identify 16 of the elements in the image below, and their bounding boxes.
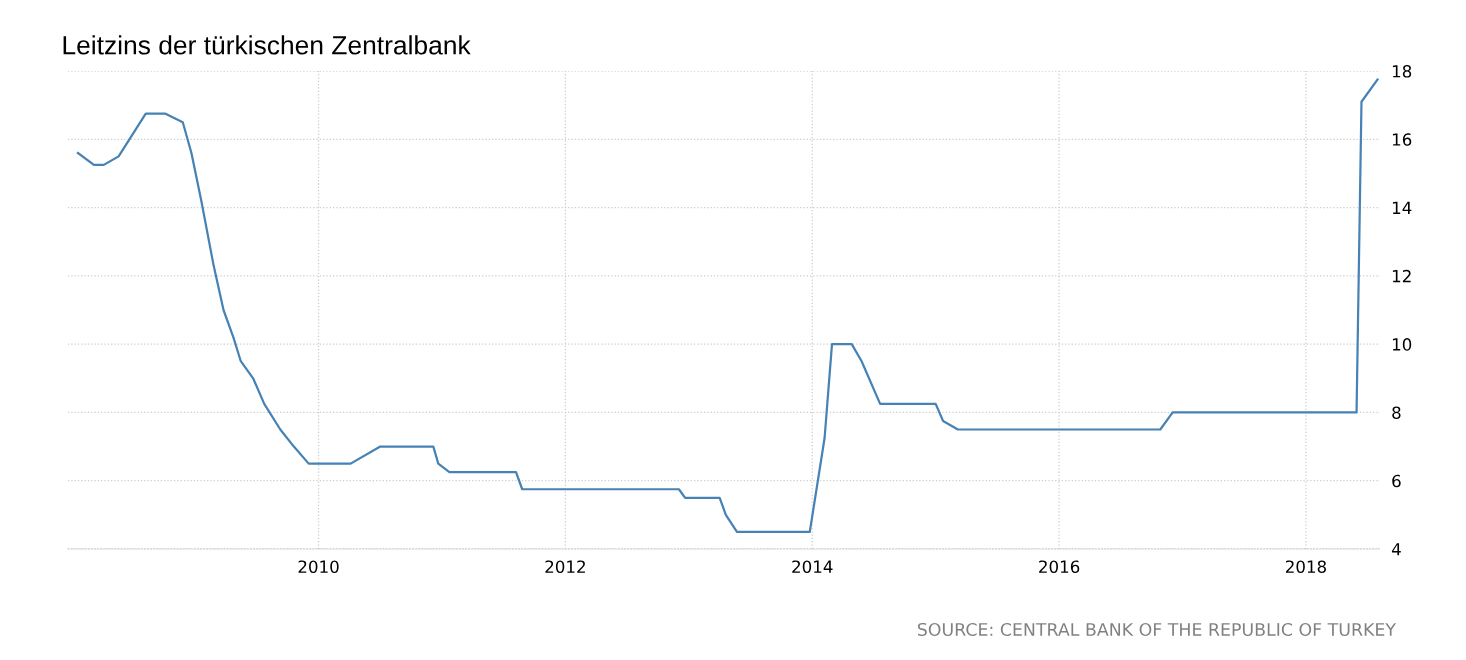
x-tick-label: 2018	[1285, 560, 1327, 574]
y-tick-label: 6	[1392, 474, 1401, 488]
chart-title: Leitzins der türkischen Zentralbank	[63, 35, 471, 55]
y-tick-label: 18	[1392, 64, 1412, 78]
x-tick-label: 2016	[1039, 560, 1080, 574]
y-tick-label: 16	[1392, 133, 1412, 146]
source-note: SOURCE: CENTRAL BANK OF THE REPUBLIC OF TURKEY	[917, 622, 1397, 637]
x-tick-label: 2010	[298, 560, 339, 574]
y-tick-label: 12	[1392, 269, 1411, 283]
line-series	[76, 78, 1379, 534]
y-tick-label: 4	[1391, 543, 1401, 556]
x-tick-label: 2014	[792, 560, 833, 574]
x-tick-label: 2012	[545, 560, 585, 574]
y-tick-label: 14	[1392, 201, 1412, 214]
y-tick-label: 10	[1392, 338, 1412, 351]
y-tick-label: 8	[1392, 406, 1401, 419]
